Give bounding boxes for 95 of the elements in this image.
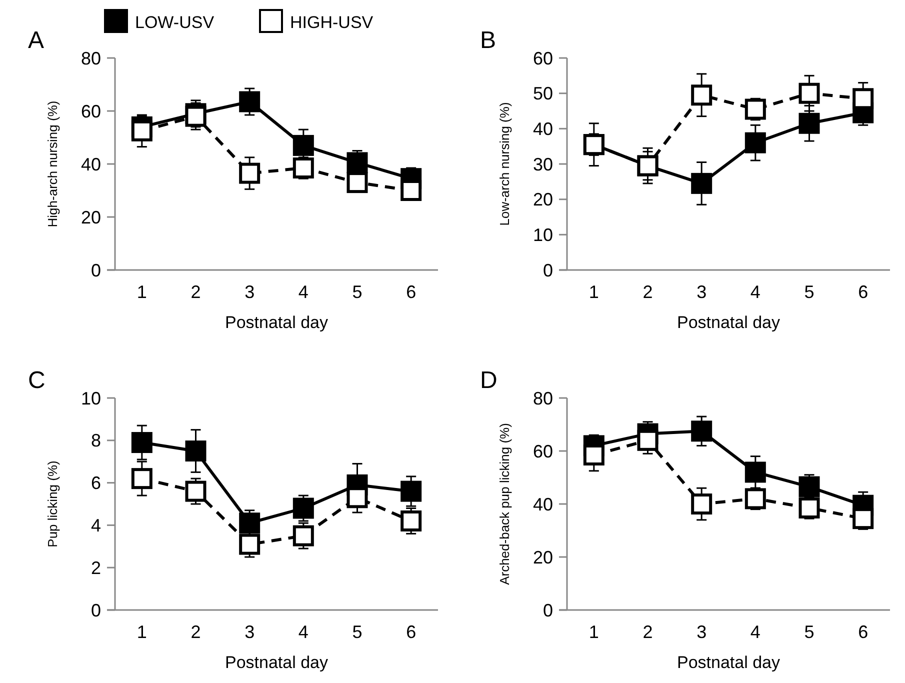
y-tick-label: 20 [532,190,553,210]
x-axis-title: Postnatal day [224,313,329,332]
point [400,510,422,532]
chart-title: C [28,367,46,394]
point [400,480,422,502]
x-tick-label: 4 [298,282,308,302]
x-tick-label: 6 [406,622,416,642]
y-tick-label: 0 [90,260,101,280]
point [185,480,206,502]
point [131,468,152,490]
y-tick-label: 40 [532,118,553,139]
y-axis-title: Low-arch nursing (%) [497,102,512,226]
chart-title: B [480,27,496,54]
x-tick-label: 6 [858,282,868,302]
y-axis-title: Arched-back pup licking (%) [497,423,512,585]
y-tick-label: 40 [80,154,101,174]
point [852,508,874,530]
legend-label: HIGH-USV [290,13,374,32]
point [691,494,712,514]
legend-label: LOW-USV [135,13,215,32]
x-tick-label: 2 [642,622,653,642]
y-axis-title: High-arch nursing (%) [45,100,60,228]
point [798,82,820,104]
x-tick-label: 3 [696,622,707,642]
y-tick-label: 10 [80,388,101,408]
x-tick-label: 5 [352,282,362,302]
x-tick-label: 2 [190,622,201,642]
y-tick-label: 60 [80,101,101,122]
point [131,432,152,454]
x-tick-label: 1 [136,622,147,642]
point [798,497,820,518]
y-tick-label: 30 [532,154,553,174]
point [691,172,712,194]
point [744,488,766,510]
point [292,525,314,546]
point [346,487,368,508]
point [691,420,712,442]
x-tick-label: 1 [136,282,147,302]
point [400,180,422,201]
x-axis-title: Postnatal day [224,653,329,672]
x-tick-label: 5 [804,622,814,642]
y-axis-title: Pup licking (%) [45,460,60,548]
point [798,112,820,134]
point [131,120,152,142]
y-tick-label: 40 [532,494,553,514]
point [346,172,368,194]
point [185,440,206,462]
x-tick-label: 1 [588,622,599,642]
point [292,157,314,178]
point [239,512,260,534]
point [691,84,712,106]
point [583,444,604,466]
x-axis-title: Postnatal day [676,313,781,332]
y-tick-label: 10 [532,224,553,245]
x-tick-label: 2 [190,282,201,302]
point [239,534,260,555]
x-tick-label: 5 [352,622,362,642]
point [239,91,260,112]
point [744,462,766,483]
y-tick-label: 0 [542,260,553,280]
point [346,152,368,174]
y-tick-label: 2 [90,558,101,578]
y-tick-label: 8 [90,430,101,451]
y-tick-label: 20 [80,207,101,228]
point [852,88,874,110]
x-tick-label: 5 [804,282,814,302]
x-tick-label: 1 [588,282,599,302]
y-tick-label: 20 [532,547,553,568]
y-tick-label: 80 [532,388,553,408]
x-tick-label: 6 [858,622,868,642]
chart-title: A [28,27,44,54]
x-tick-label: 3 [244,282,255,302]
y-tick-label: 0 [90,600,101,620]
y-tick-label: 0 [542,600,553,620]
x-axis-title: Postnatal day [676,653,781,672]
x-tick-label: 4 [750,622,760,642]
y-tick-label: 60 [532,48,553,68]
x-tick-label: 3 [244,622,255,642]
y-tick-label: 4 [90,516,101,536]
x-tick-label: 2 [642,282,653,302]
x-tick-label: 6 [406,282,416,302]
point [292,134,314,156]
y-tick-label: 6 [90,473,101,494]
y-tick-label: 80 [80,48,101,68]
point [798,476,820,498]
x-tick-label: 4 [750,282,760,302]
y-tick-label: 50 [532,84,553,104]
point [744,98,766,120]
point [239,162,260,184]
y-tick-label: 60 [532,441,553,462]
x-tick-label: 4 [298,622,308,642]
point [744,132,766,154]
chart-title: D [480,367,498,394]
x-tick-label: 3 [696,282,707,302]
point [637,430,658,451]
